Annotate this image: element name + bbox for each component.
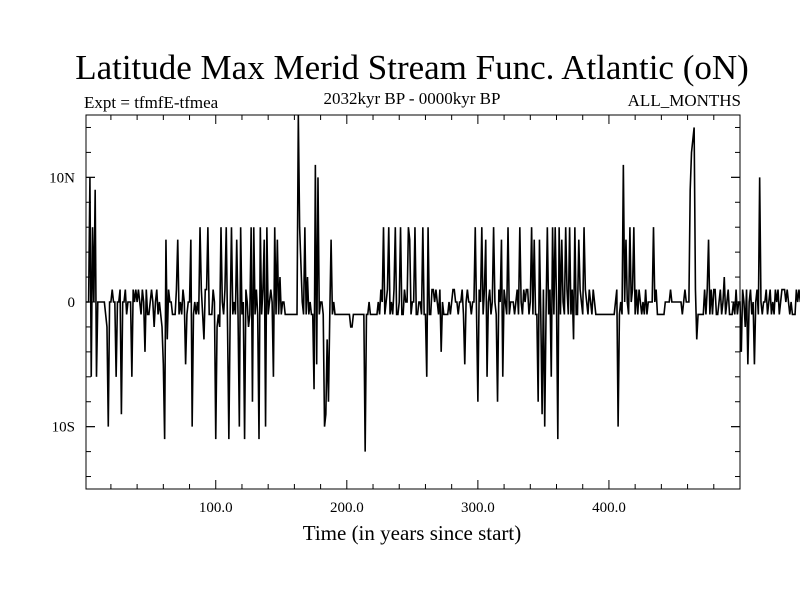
x-tick-label: 400.0: [592, 500, 626, 516]
months-label: ALL_MONTHS: [628, 91, 741, 110]
experiment-label: Expt = tfmfE-tfmea: [84, 93, 219, 112]
chart-title: Latitude Max Merid Stream Func. Atlantic…: [75, 48, 749, 87]
data-series-line: [86, 114, 800, 452]
axis-ticks: [86, 115, 740, 489]
x-tick-label: 100.0: [199, 500, 233, 516]
x-tick-label: 200.0: [330, 500, 364, 516]
x-axis-label: Time (in years since start): [303, 521, 522, 545]
x-tick-label: 300.0: [461, 500, 495, 516]
time-range-label: 2032kyr BP - 0000kyr BP: [324, 89, 501, 108]
y-tick-label: 10N: [49, 170, 75, 186]
y-tick-label: 10S: [52, 420, 75, 436]
axis-tick-labels: 100.0 200.0 300.0 400.0 10N 0 10S: [49, 170, 626, 516]
y-tick-label: 0: [68, 295, 76, 311]
